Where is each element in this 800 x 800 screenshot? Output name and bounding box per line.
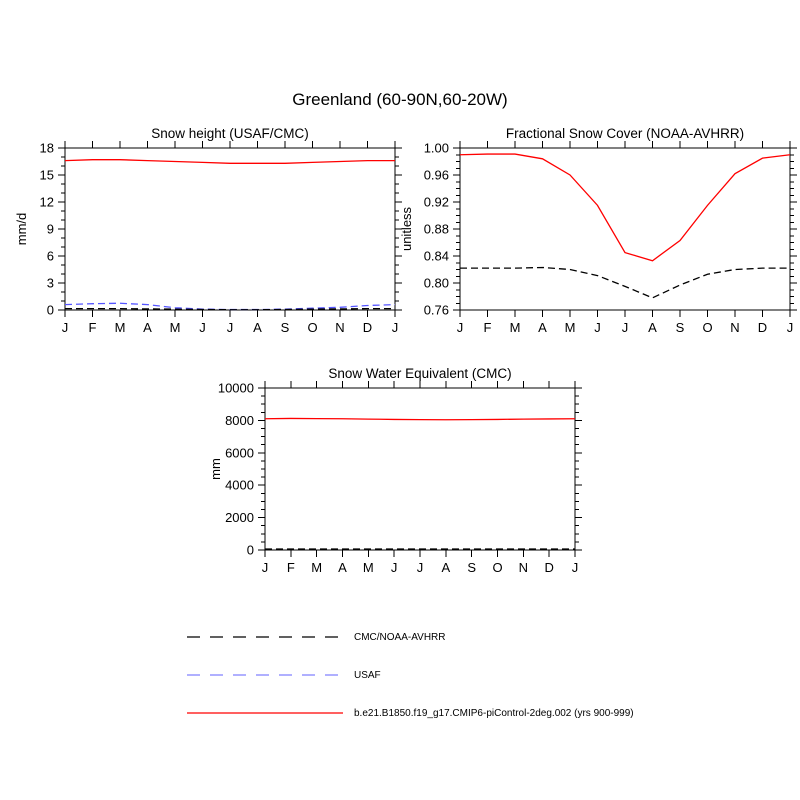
svg-text:S: S [281,320,290,335]
svg-text:J: J [227,320,234,335]
legend-label: b.e21.B1850.f19_g17.CMIP6-piControl-2deg… [354,707,634,719]
svg-text:4000: 4000 [225,478,254,493]
svg-text:A: A [648,320,657,335]
plot-area-snow-water-equivalent: 0 2000 4000 6000 8000 10000 J F M A M J J A S O N D J [218,381,582,575]
svg-text:N: N [519,560,528,575]
chart-title-snow-height: Snow height (USAF/CMC) [151,126,309,141]
svg-text:9: 9 [47,222,54,237]
svg-text:J: J [62,320,69,335]
svg-text:F: F [287,560,295,575]
svg-text:0: 0 [247,543,254,558]
svg-text:3: 3 [47,276,54,291]
svg-text:2000: 2000 [225,510,254,525]
svg-text:D: D [363,320,372,335]
svg-text:10000: 10000 [218,381,254,396]
y-axis-label-mmd: mm/d [14,213,29,246]
svg-text:M: M [170,320,181,335]
legend-item-cmc-noaa-avhrr: CMC/NOAA-AVHRR [185,631,445,643]
svg-text:N: N [730,320,739,335]
svg-text:O: O [492,560,502,575]
svg-text:N: N [335,320,344,335]
svg-text:D: D [544,560,553,575]
svg-text:0.84: 0.84 [424,249,449,264]
svg-text:J: J [199,320,206,335]
svg-text:A: A [338,560,347,575]
svg-text:F: F [484,320,492,335]
svg-text:0.96: 0.96 [424,168,449,183]
y-axis-label-unitless: unitless [399,206,414,251]
svg-text:A: A [441,560,450,575]
svg-text:D: D [758,320,767,335]
svg-text:M: M [565,320,576,335]
svg-text:A: A [538,320,547,335]
svg-text:0.92: 0.92 [424,195,449,210]
y-axis-label-mm: mm [208,458,223,480]
plot-area-fractional-snow-cover: 0.76 0.80 0.84 0.88 0.92 0.96 1.00 J F M A M J J A S O N D… [424,141,797,335]
legend-item-usaf: USAF [185,669,381,681]
chart-title-fractional-snow-cover: Fractional Snow Cover (NOAA-AVHRR) [506,126,744,141]
svg-text:0.76: 0.76 [424,303,449,318]
legend-label: USAF [354,669,381,681]
chart-snow-height: Snow height (USAF/CMC) mm/d 0 3 6 9 12 15 18 J F… [14,126,402,335]
svg-text:M: M [311,560,322,575]
svg-text:J: J [457,320,464,335]
chart-fractional-snow-cover: Fractional Snow Cover (NOAA-AVHRR) unitl… [399,126,797,335]
svg-text:8000: 8000 [225,413,254,428]
legend-line-sample-dashed-blue [187,674,343,676]
legend-line-sample-dashed-black [187,636,343,638]
svg-text:F: F [89,320,97,335]
svg-text:M: M [510,320,521,335]
svg-text:18: 18 [40,141,54,156]
svg-text:6: 6 [47,249,54,264]
svg-text:A: A [253,320,262,335]
legend-item-model-run: b.e21.B1850.f19_g17.CMIP6-piControl-2deg… [185,707,634,719]
svg-text:1.00: 1.00 [424,141,449,156]
svg-text:0.80: 0.80 [424,276,449,291]
svg-text:J: J [417,560,424,575]
svg-text:S: S [676,320,685,335]
figure-title: Greenland (60-90N,60-20W) [292,90,508,109]
chart-title-snow-water-equivalent: Snow Water Equivalent (CMC) [328,366,511,381]
svg-text:J: J [572,560,579,575]
legend-label: CMC/NOAA-AVHRR [354,631,446,643]
svg-text:J: J [622,320,629,335]
legend-line-sample-solid-red [187,712,343,714]
svg-text:0: 0 [47,303,54,318]
svg-text:15: 15 [40,168,54,183]
svg-text:M: M [115,320,126,335]
svg-text:6000: 6000 [225,445,254,460]
chart-snow-water-equivalent: Snow Water Equivalent (CMC) mm 0 2000 4000… [208,366,582,575]
svg-text:0.88: 0.88 [424,222,449,237]
svg-text:J: J [594,320,601,335]
svg-text:O: O [307,320,317,335]
svg-text:S: S [467,560,476,575]
svg-text:J: J [391,560,398,575]
svg-text:A: A [143,320,152,335]
svg-text:J: J [262,560,269,575]
svg-text:O: O [702,320,712,335]
svg-text:J: J [787,320,794,335]
svg-text:J: J [392,320,399,335]
plot-area-snow-height: 0 3 6 9 12 15 18 J F M A M J J A S O N D J [40,141,402,335]
svg-text:M: M [363,560,374,575]
svg-text:12: 12 [40,195,54,210]
